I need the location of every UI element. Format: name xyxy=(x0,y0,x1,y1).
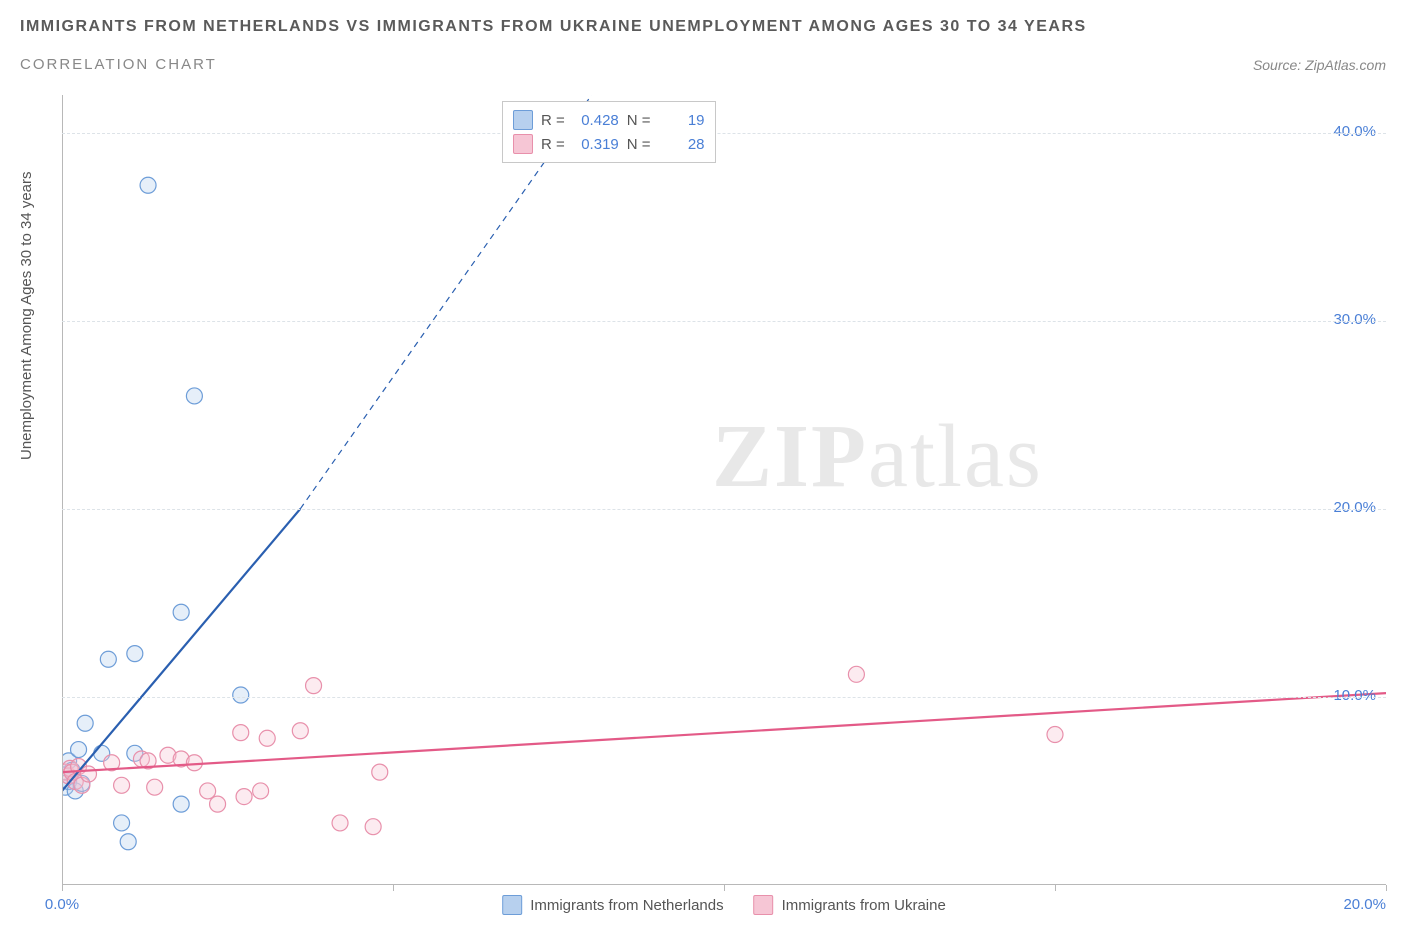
data-point xyxy=(306,678,322,694)
x-tick xyxy=(724,885,725,891)
trend-line xyxy=(62,509,300,791)
data-point xyxy=(186,388,202,404)
legend-swatch-netherlands-icon xyxy=(502,895,522,915)
gridline xyxy=(62,133,1386,134)
y-tick-label: 30.0% xyxy=(1333,311,1376,328)
data-point xyxy=(332,815,348,831)
gridline xyxy=(62,321,1386,322)
chart-canvas xyxy=(62,95,1386,885)
data-point xyxy=(236,789,252,805)
data-point xyxy=(100,651,116,667)
y-axis-line xyxy=(62,95,63,885)
legend-item-ukraine: Immigrants from Ukraine xyxy=(754,895,946,915)
x-tick xyxy=(1055,885,1056,891)
data-point xyxy=(147,779,163,795)
x-tick-label: 0.0% xyxy=(45,896,79,913)
trend-line xyxy=(62,693,1386,772)
data-point xyxy=(253,783,269,799)
legend-swatch-ukraine-icon xyxy=(754,895,774,915)
x-tick xyxy=(393,885,394,891)
data-point xyxy=(233,687,249,703)
stats-legend-row-netherlands: R = 0.428 N = 19 xyxy=(513,108,705,132)
subtitle: CORRELATION CHART xyxy=(20,56,217,73)
data-point xyxy=(1047,727,1063,743)
x-tick xyxy=(1386,885,1387,891)
data-point xyxy=(77,715,93,731)
data-point xyxy=(173,796,189,812)
data-point xyxy=(173,604,189,620)
data-point xyxy=(140,177,156,193)
data-point xyxy=(127,646,143,662)
data-point xyxy=(114,777,130,793)
data-point xyxy=(120,834,136,850)
data-point xyxy=(114,815,130,831)
gridline xyxy=(62,509,1386,510)
data-point xyxy=(372,764,388,780)
x-tick xyxy=(62,885,63,891)
data-point xyxy=(80,766,96,782)
legend-swatch-netherlands xyxy=(513,110,533,130)
gridline xyxy=(62,697,1386,698)
x-tick-label: 20.0% xyxy=(1343,896,1386,913)
data-point xyxy=(365,819,381,835)
data-point xyxy=(200,783,216,799)
y-tick-label: 20.0% xyxy=(1333,499,1376,516)
y-tick-label: 40.0% xyxy=(1333,123,1376,140)
y-axis-label: Unemployment Among Ages 30 to 34 years xyxy=(18,171,35,460)
data-point xyxy=(259,730,275,746)
source-attribution: Source: ZipAtlas.com xyxy=(1253,57,1386,73)
stats-legend: R = 0.428 N = 19 R = 0.319 N = 28 xyxy=(502,101,716,163)
page-title: IMMIGRANTS FROM NETHERLANDS VS IMMIGRANT… xyxy=(20,18,1386,36)
data-point xyxy=(848,666,864,682)
data-point xyxy=(233,725,249,741)
data-point xyxy=(292,723,308,739)
series-legend: Immigrants from Netherlands Immigrants f… xyxy=(502,895,946,915)
data-point xyxy=(71,742,87,758)
legend-swatch-ukraine xyxy=(513,134,533,154)
stats-legend-row-ukraine: R = 0.319 N = 28 xyxy=(513,132,705,156)
data-point xyxy=(210,796,226,812)
data-point xyxy=(186,755,202,771)
y-tick-label: 10.0% xyxy=(1333,687,1376,704)
legend-item-netherlands: Immigrants from Netherlands xyxy=(502,895,723,915)
scatter-chart: ZIPatlas 10.0%20.0%30.0%40.0% 0.0%20.0% … xyxy=(62,95,1386,885)
